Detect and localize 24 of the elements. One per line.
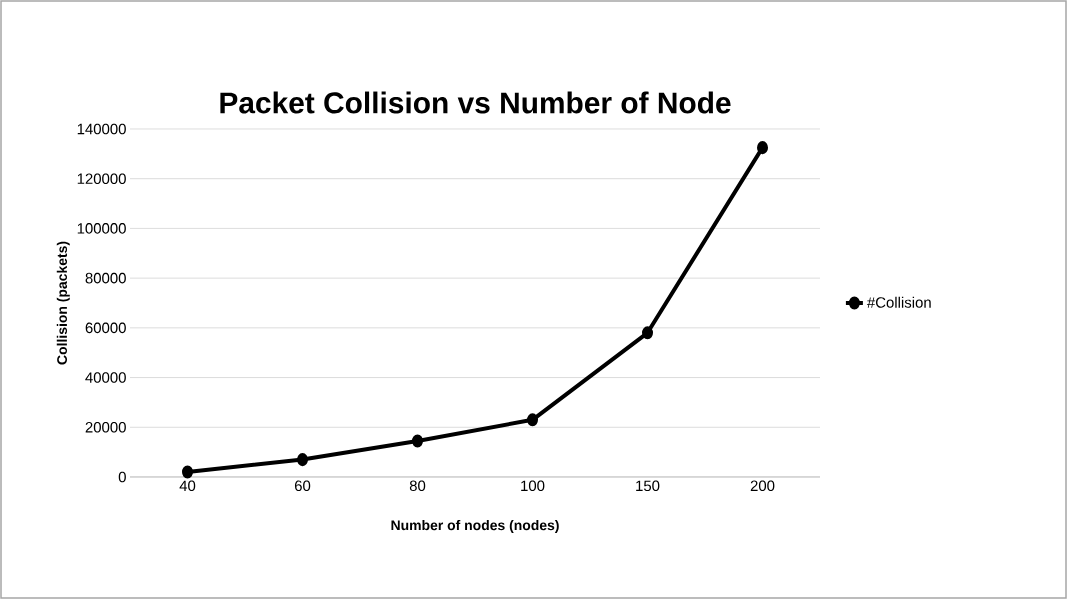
point — [642, 326, 654, 340]
point — [757, 141, 769, 155]
y-tick-label: 140000 — [77, 123, 126, 135]
x-tick-label: 80 — [409, 480, 426, 492]
point — [182, 465, 194, 479]
chart-title: Packet Collision vs Number of Node — [220, 91, 731, 114]
x-tick-label: 150 — [636, 480, 660, 492]
x-tick-label: 40 — [179, 480, 196, 492]
point — [412, 434, 424, 448]
x-tick-label: 100 — [521, 480, 545, 492]
y-tick-label: 0 — [118, 471, 126, 483]
y-tick-label: 20000 — [85, 421, 126, 433]
point — [527, 413, 539, 427]
y-tick-label: 80000 — [85, 272, 126, 284]
y-tick-label: 120000 — [77, 173, 126, 184]
x-tick-label: 60 — [294, 480, 311, 492]
y-tick-label: 60000 — [85, 322, 126, 334]
y-tick-label: 100000 — [77, 223, 126, 234]
point — [297, 453, 309, 467]
legend-label: #Collision — [866, 296, 931, 308]
y-tick-label: 40000 — [85, 372, 126, 383]
y-axis-title: Collision (packets) — [56, 241, 70, 365]
x-tick-label: 200 — [750, 480, 775, 492]
x-axis-title: Number of nodes (nodes) — [391, 519, 559, 533]
